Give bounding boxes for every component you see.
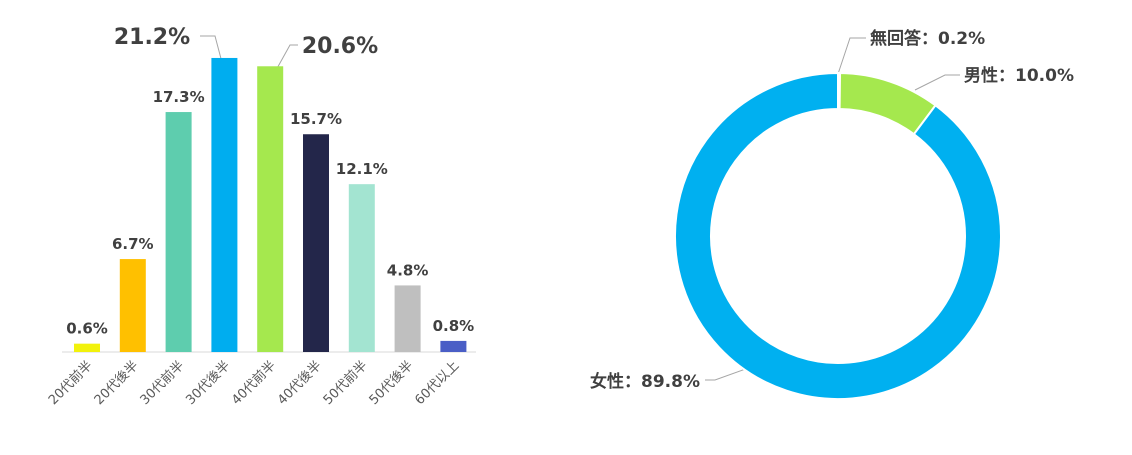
value-label: 0.8% (433, 317, 475, 335)
x-tick-label: 30代後半 (183, 358, 233, 408)
bar (211, 57, 238, 353)
value-label: 12.1% (336, 160, 388, 178)
leader-line (837, 37, 866, 75)
value-label: 6.7% (112, 235, 154, 253)
x-tick-label: 60代以上 (412, 358, 462, 408)
bar (257, 66, 284, 352)
bar (440, 340, 467, 352)
value-label: 17.3% (153, 88, 205, 106)
value-label: 15.7% (290, 110, 342, 128)
value-label: 21.2% (114, 25, 190, 50)
x-tick-label: 50代前半 (320, 358, 371, 409)
bar (348, 184, 375, 352)
bar (119, 259, 146, 352)
leader-line (274, 44, 298, 73)
bar (303, 134, 329, 352)
x-tick-label: 20代前半 (45, 358, 96, 409)
value-label: 4.8% (387, 261, 429, 279)
value-label: 0.6% (66, 320, 108, 338)
value-label: 20.6% (302, 34, 378, 59)
value-label: 無回答：0.2% (870, 28, 985, 49)
value-label: 女性：89.8% (590, 371, 700, 392)
leader-line (914, 74, 960, 91)
x-tick-label: 30代前半 (137, 358, 188, 409)
bar (394, 285, 421, 352)
x-tick-label: 40代前半 (228, 358, 279, 409)
donut-slice (674, 71, 1002, 400)
x-tick-label: 20代後半 (92, 358, 142, 408)
bar (165, 112, 192, 352)
x-tick-label: 50代後半 (367, 358, 417, 408)
value-label: 男性：10.0% (964, 65, 1074, 86)
x-tick-label: 40代後半 (275, 358, 325, 408)
bar (74, 343, 100, 352)
